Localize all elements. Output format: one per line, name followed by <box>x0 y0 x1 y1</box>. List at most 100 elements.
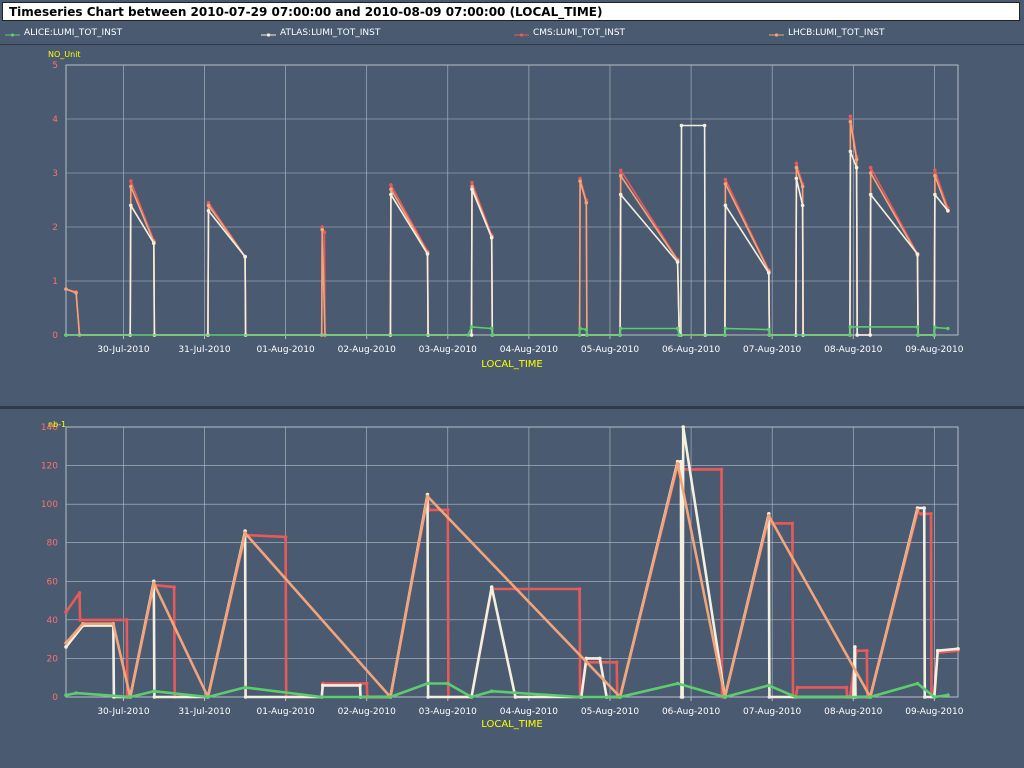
x-axis-label: LOCAL_TIME <box>481 359 542 370</box>
data-point <box>956 647 960 651</box>
plot-frame <box>65 64 959 336</box>
data-point <box>915 325 920 329</box>
data-point <box>800 184 805 189</box>
integrated-luminosity-chart: 0 20 40 60 80 100 120 140 30-Jul-2010 31-Jul-2010… <box>41 420 964 730</box>
data-point <box>794 176 799 181</box>
data-point <box>679 459 683 464</box>
data-point <box>489 689 494 693</box>
x-tick-label: 31-Jul-2010 <box>178 707 230 717</box>
data-point <box>854 157 859 162</box>
legend-label: ALICE:LUMI_TOT_INST <box>24 28 123 38</box>
data-point <box>933 168 937 173</box>
data-point <box>723 203 728 208</box>
data-point <box>618 173 623 178</box>
x-tick-label: 09-Aug-2010 <box>905 707 964 717</box>
data-point <box>125 618 129 622</box>
x-tick-label: 05-Aug-2010 <box>581 707 640 717</box>
data-point <box>358 683 362 688</box>
data-point <box>388 695 393 699</box>
data-point <box>767 683 771 688</box>
y-tick-label: 20 <box>47 654 59 664</box>
data-point <box>618 192 623 197</box>
data-point <box>577 587 582 591</box>
data-point <box>675 681 680 686</box>
data-point <box>389 192 393 197</box>
data-point <box>470 184 474 189</box>
data-point <box>152 695 157 699</box>
data-point <box>794 161 799 166</box>
data-point <box>129 179 133 183</box>
data-point <box>243 695 248 699</box>
data-point <box>723 177 728 182</box>
data-point <box>675 326 680 331</box>
data-point <box>767 271 771 275</box>
data-point <box>767 327 771 332</box>
data-point <box>723 333 727 337</box>
data-point <box>489 236 494 240</box>
legend-swatch-lhcb-lumi-tot-inst <box>769 33 784 37</box>
y-tick-label: 2 <box>52 223 58 233</box>
data-point <box>469 333 474 337</box>
data-point <box>767 333 772 337</box>
x-tick-label: 03-Aug-2010 <box>419 345 478 355</box>
data-point <box>584 200 589 205</box>
series-line-cms-lumi-tot-inst <box>65 115 949 336</box>
chart-title-box: Timeseries Chart between 2010-07-29 07:0… <box>2 2 1020 21</box>
data-point <box>489 326 494 331</box>
data-point <box>933 192 937 197</box>
data-point <box>77 591 82 595</box>
data-point <box>800 203 805 208</box>
y-tick-label: 100 <box>41 500 58 510</box>
x-tick-label: 01-Aug-2010 <box>257 707 316 717</box>
data-point <box>868 192 873 197</box>
y-tick-label: 0 <box>52 693 58 703</box>
data-point <box>425 494 430 499</box>
data-point <box>577 333 582 337</box>
data-point <box>243 531 247 535</box>
chart-title: Timeseries Chart between 2010-07-29 07:0… <box>9 5 603 19</box>
chart-divider[interactable] <box>0 406 1024 409</box>
data-point <box>618 326 623 331</box>
data-point <box>206 200 211 205</box>
data-point <box>78 618 82 622</box>
x-tick-label: 02-Aug-2010 <box>338 345 397 355</box>
data-point <box>466 333 470 337</box>
y-tick-label: 4 <box>52 115 58 125</box>
y-tick-label: 40 <box>47 616 59 626</box>
data-point <box>932 695 937 699</box>
data-point <box>446 508 450 512</box>
legend-label: ATLAS:LUMI_TOT_INST <box>280 28 381 38</box>
data-point <box>848 333 852 337</box>
x-tick-label: 02-Aug-2010 <box>338 707 397 717</box>
data-point <box>848 119 853 124</box>
y-tick-label: 3 <box>52 169 58 179</box>
data-point <box>618 333 622 337</box>
data-point <box>868 695 872 699</box>
y-tick-label: 60 <box>47 577 59 587</box>
legend-swatch-atlas-lumi-tot-inst <box>261 33 276 37</box>
data-point <box>469 695 474 699</box>
data-point <box>855 333 859 337</box>
series-line-alice-lumi-tot-inst <box>66 326 948 336</box>
x-tick-label: 30-Jul-2010 <box>97 707 149 717</box>
data-point <box>933 325 937 330</box>
data-point <box>578 179 582 183</box>
data-point <box>933 173 937 178</box>
data-point <box>868 165 873 170</box>
data-point <box>584 327 589 332</box>
series-line-lhcb-lumi-tot-inst <box>65 120 949 336</box>
series-line-lhcb-lumi-tot-inst <box>65 462 919 699</box>
data-point <box>919 512 923 516</box>
data-point <box>129 184 133 189</box>
data-point <box>64 287 68 291</box>
y-axis-label: nb-1 <box>48 420 66 429</box>
data-point <box>794 695 798 699</box>
x-tick-label: 05-Aug-2010 <box>581 345 640 355</box>
series-line-atlas-lumi-tot-inst <box>64 425 959 699</box>
legend-label: CMS:LUMI_TOT_INST <box>533 28 626 38</box>
data-point <box>585 333 589 337</box>
y-tick-label: 5 <box>52 61 58 71</box>
data-point <box>946 326 950 331</box>
data-point <box>64 610 68 614</box>
data-point <box>848 325 853 329</box>
